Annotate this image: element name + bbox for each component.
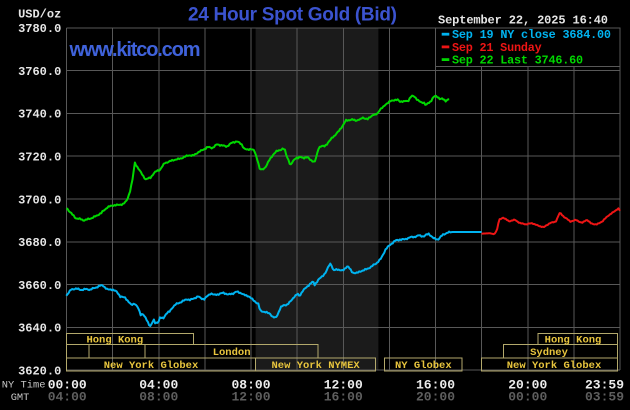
svg-text:16:00: 16:00 bbox=[416, 377, 455, 392]
svg-text:3720.0: 3720.0 bbox=[18, 151, 61, 165]
svg-text:16:00: 16:00 bbox=[324, 390, 363, 405]
svg-text:Sep 22 Last 3746.60: Sep 22 Last 3746.60 bbox=[452, 54, 583, 68]
svg-text:Sydney: Sydney bbox=[530, 347, 568, 359]
svg-text:NY Time: NY Time bbox=[2, 380, 46, 392]
svg-text:12:00: 12:00 bbox=[324, 377, 363, 392]
svg-text:3760.0: 3760.0 bbox=[18, 65, 61, 79]
svg-text:September 22, 2025 16:40: September 22, 2025 16:40 bbox=[438, 14, 608, 28]
svg-text:00:00: 00:00 bbox=[48, 377, 87, 392]
svg-text:12:00: 12:00 bbox=[231, 390, 270, 405]
svg-text:04:00: 04:00 bbox=[139, 377, 178, 392]
svg-text:GMT: GMT bbox=[11, 392, 30, 404]
svg-text:www.kitco.com: www.kitco.com bbox=[69, 39, 201, 61]
svg-text:USD/oz: USD/oz bbox=[18, 8, 61, 22]
svg-text:Sep 21 Sunday: Sep 21 Sunday bbox=[452, 41, 542, 55]
svg-text:3620.0: 3620.0 bbox=[18, 365, 61, 379]
svg-text:08:00: 08:00 bbox=[139, 390, 178, 405]
svg-text:3700.0: 3700.0 bbox=[18, 193, 61, 207]
svg-text:NY Globex: NY Globex bbox=[395, 360, 452, 372]
svg-text:New York Globex: New York Globex bbox=[507, 360, 602, 372]
svg-text:20:00: 20:00 bbox=[416, 390, 455, 405]
svg-text:04:00: 04:00 bbox=[48, 390, 87, 405]
svg-text:20:00: 20:00 bbox=[508, 377, 547, 392]
svg-text:New York NYMEX: New York NYMEX bbox=[272, 360, 361, 372]
svg-text:03:59: 03:59 bbox=[585, 390, 624, 405]
svg-text:Hong Kong: Hong Kong bbox=[86, 335, 143, 347]
svg-text:3740.0: 3740.0 bbox=[18, 108, 61, 122]
svg-text:08:00: 08:00 bbox=[231, 377, 270, 392]
svg-text:3780.0: 3780.0 bbox=[18, 22, 61, 36]
svg-text:Sep 19 NY close 3684.00: Sep 19 NY close 3684.00 bbox=[452, 28, 611, 42]
svg-text:00:00: 00:00 bbox=[508, 390, 547, 405]
svg-text:3660.0: 3660.0 bbox=[18, 279, 61, 293]
svg-text:24 Hour Spot Gold (Bid): 24 Hour Spot Gold (Bid) bbox=[188, 4, 397, 25]
svg-text:New York Globex: New York Globex bbox=[104, 360, 199, 372]
svg-text:3680.0: 3680.0 bbox=[18, 236, 61, 250]
svg-text:London: London bbox=[213, 347, 251, 359]
svg-text:23:59: 23:59 bbox=[585, 377, 624, 392]
svg-text:3640.0: 3640.0 bbox=[18, 322, 61, 336]
svg-text:Hong Kong: Hong Kong bbox=[545, 335, 602, 347]
